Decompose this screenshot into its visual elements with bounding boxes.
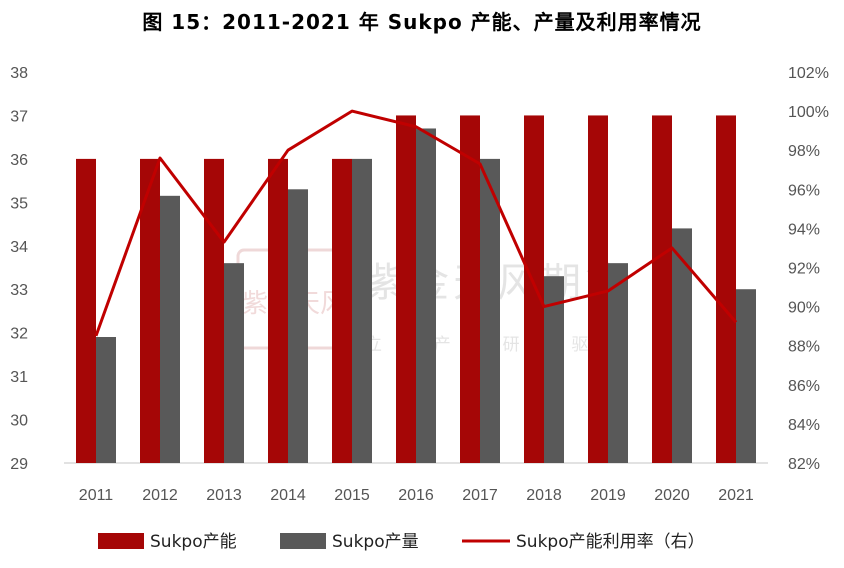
bar-capacity [588,115,608,463]
x-tick-label: 2017 [462,487,498,504]
y-left-tick-label: 29 [10,456,28,473]
bar-output [224,263,244,463]
x-tick-label: 2020 [654,487,690,504]
y-left-tick-label: 30 [10,413,28,430]
y-left-tick-label: 36 [10,152,28,169]
y-left-tick-label: 34 [10,239,28,256]
bar-capacity [332,158,352,463]
bar-output [96,337,116,463]
bar-output [608,263,628,463]
x-tick-label: 2015 [334,487,370,504]
y-right-tick-label: 100% [788,104,829,121]
y-right-tick-label: 98% [788,143,820,160]
bar-capacity [268,158,288,463]
y-right-tick-label: 84% [788,417,820,434]
y-right-tick-label: 86% [788,378,820,395]
bar-output [160,195,180,464]
chart-title: 图 15：2011-2021 年 Sukpo 产能、产量及利用率情况 [142,10,702,34]
y-right-tick-label: 82% [788,456,820,473]
x-tick-label: 2021 [718,487,754,504]
x-tick-label: 2018 [526,487,562,504]
x-tick-label: 2013 [206,487,242,504]
legend: Sukpo产能 Sukpo产量 Sukpo产能利用率（右） [98,532,705,552]
x-tick-label: 2016 [398,487,434,504]
x-tick-label: 2019 [590,487,626,504]
y-right-tick-label: 102% [788,65,829,82]
bar-capacity [76,158,96,463]
y-left-tick-label: 33 [10,282,28,299]
bar-capacity [204,158,224,463]
bar-output [416,128,436,463]
bar-output [288,189,308,464]
bar-capacity [652,115,672,463]
y-right-tick-label: 94% [788,221,820,238]
bar-output [672,228,692,463]
x-tick-label: 2014 [270,487,306,504]
bar-output [736,289,756,463]
bar-capacity [524,115,544,463]
utilization-line [94,109,738,337]
bar-capacity [716,115,736,463]
y-left-tick-label: 38 [10,65,28,82]
y-right-tick-label: 90% [788,300,820,317]
y-left-tick-label: 35 [10,195,28,212]
x-tick-label: 2012 [142,487,178,504]
y-right-tick-label: 92% [788,261,820,278]
bar-output [544,276,564,463]
bar-output [480,158,500,463]
y-left-tick-label: 37 [10,108,28,125]
x-tick-label: 2011 [79,487,114,504]
bars [76,115,756,464]
y-left-tick-label: 32 [10,326,28,343]
bar-output [352,158,372,463]
bar-capacity [140,158,160,463]
bar-capacity [460,115,480,463]
legend-label-capacity: Sukpo产能 [150,532,237,552]
y-right-tick-label: 96% [788,182,820,199]
legend-label-utilization: Sukpo产能利用率（右） [516,532,705,552]
y-right-tick-label: 88% [788,339,820,356]
y-left-tick-label: 31 [10,369,28,386]
legend-swatch-output [280,533,326,549]
legend-swatch-capacity [98,533,144,549]
legend-label-output: Sukpo产量 [332,532,419,552]
bar-capacity [396,115,416,463]
